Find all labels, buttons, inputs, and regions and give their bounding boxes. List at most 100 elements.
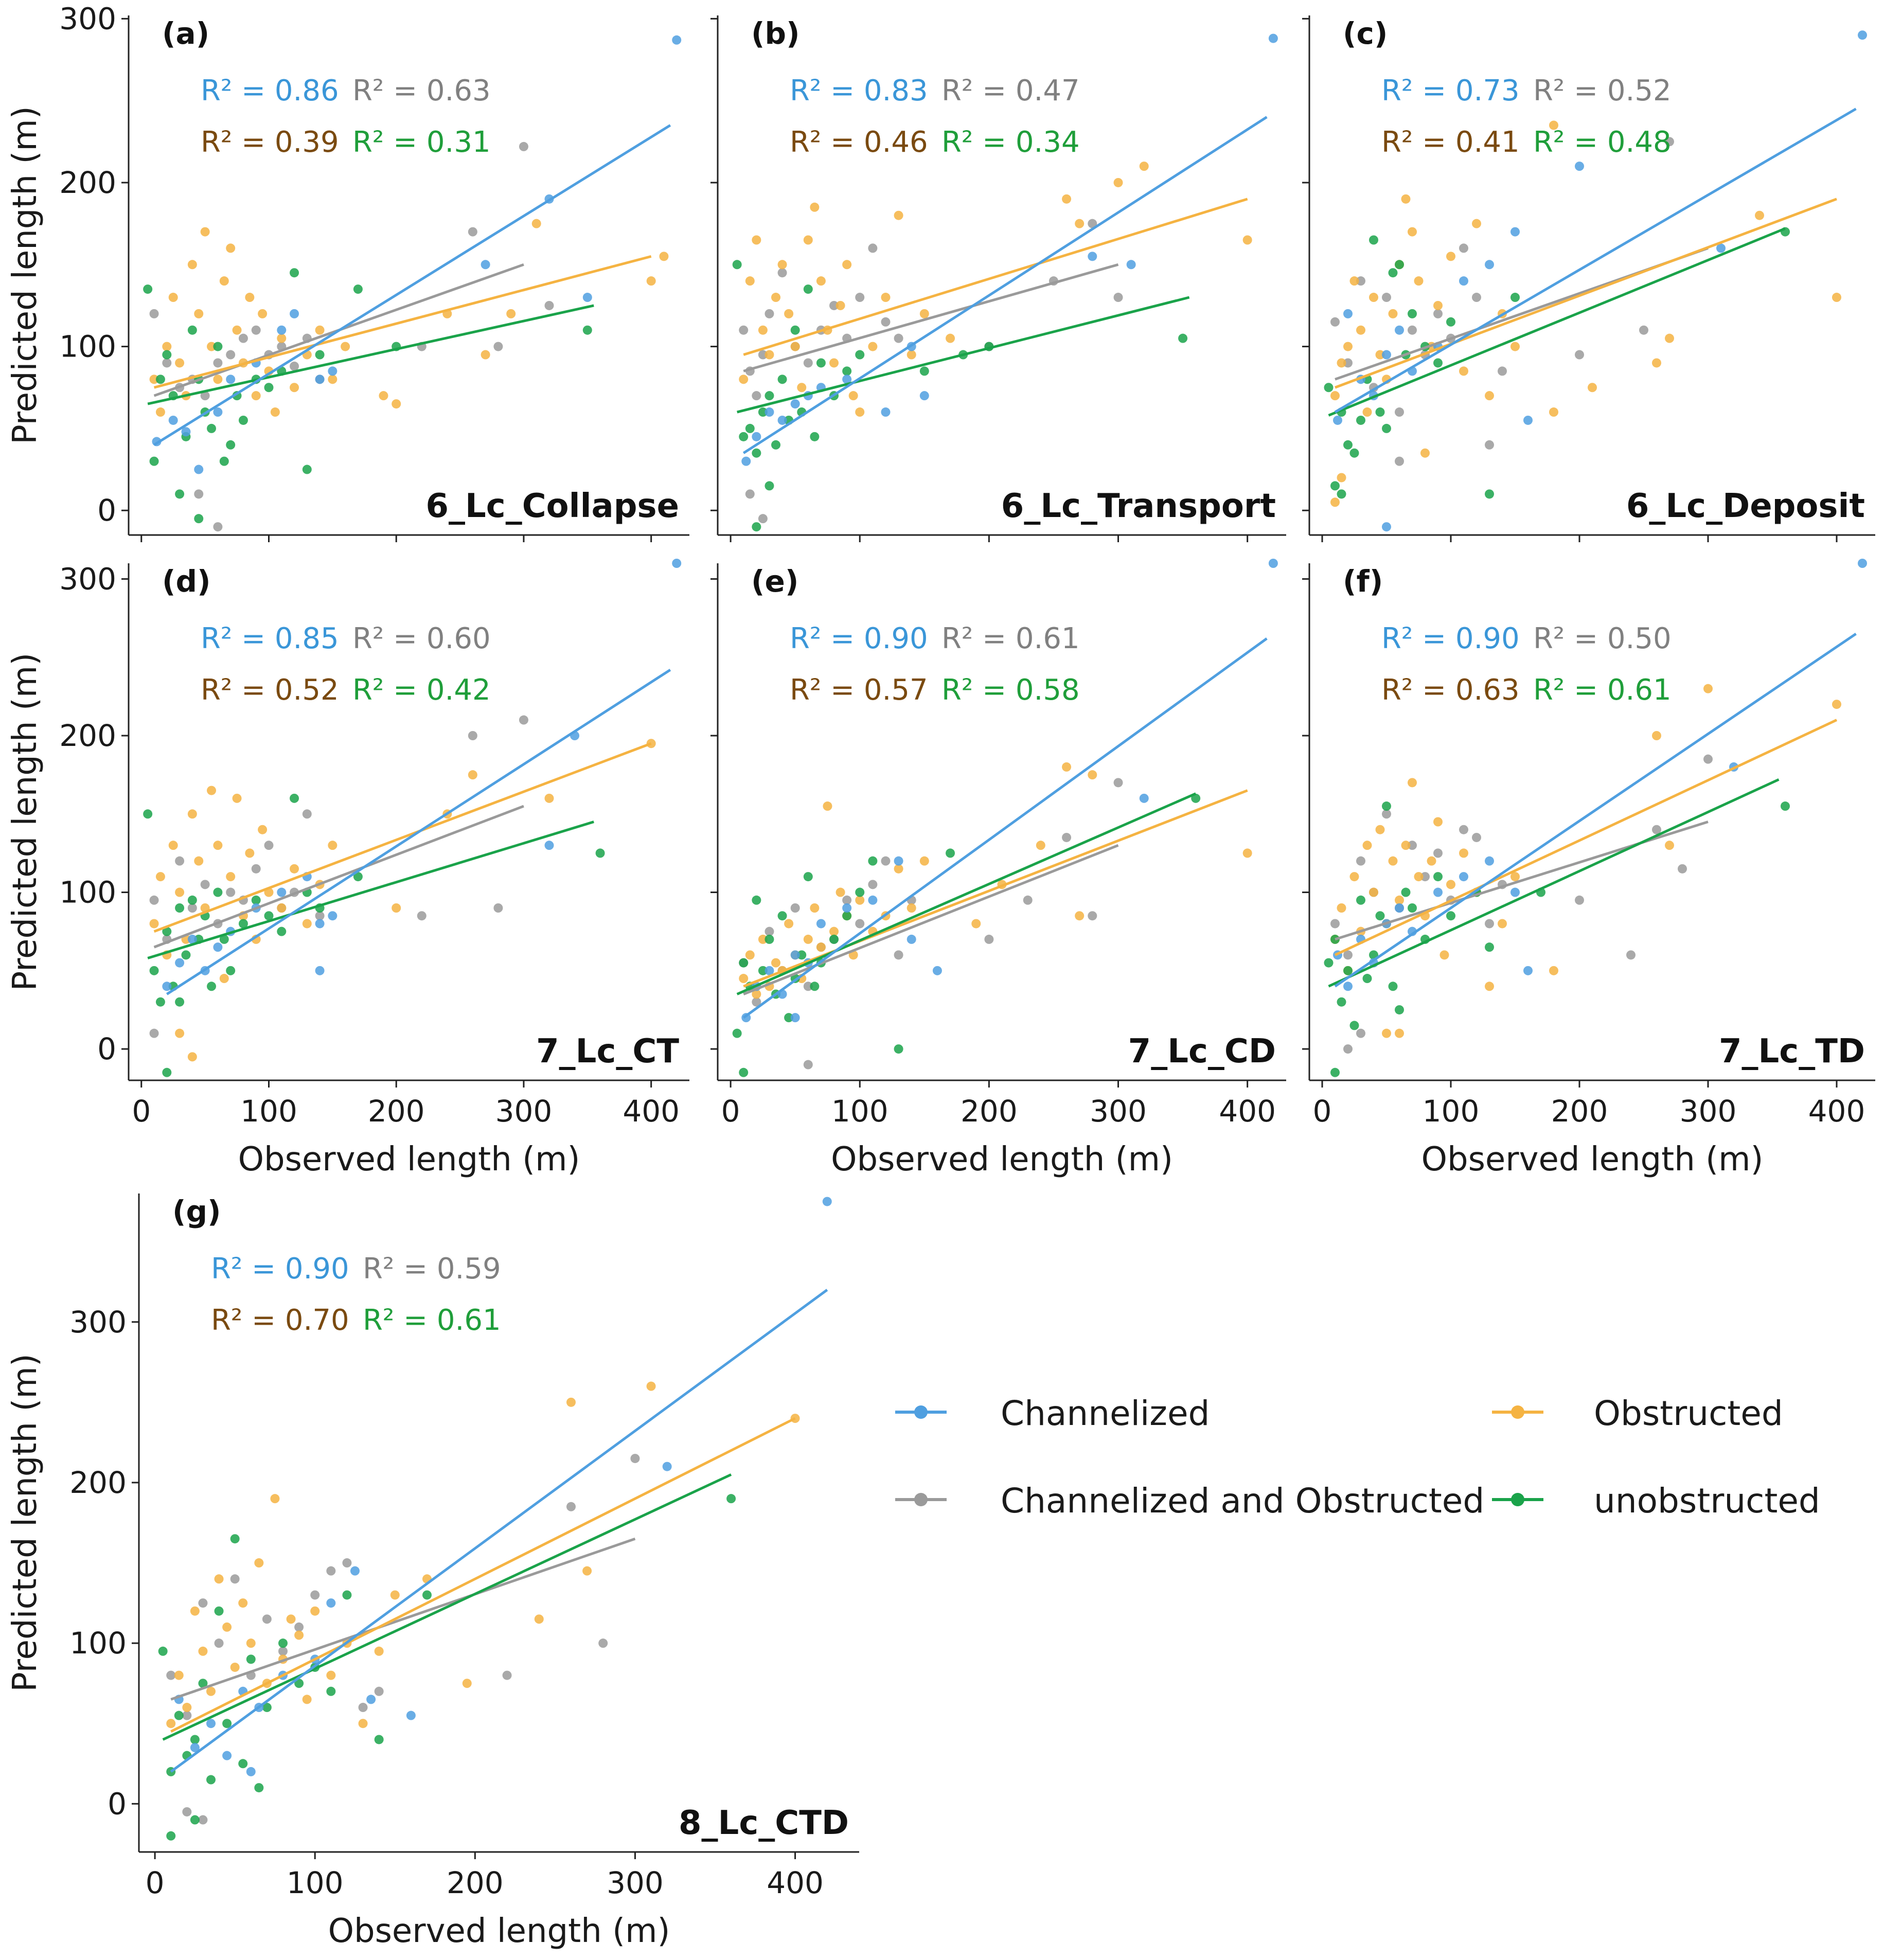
data-point-obstructed xyxy=(182,1703,192,1713)
data-point-unobstructed xyxy=(1369,235,1378,245)
data-point-obstructed xyxy=(1375,825,1385,834)
data-point-unobstructed xyxy=(739,1067,749,1077)
data-point-unobstructed xyxy=(1324,383,1334,393)
data-point-channelized-and-obstructed xyxy=(182,1807,192,1816)
data-point-unobstructed xyxy=(771,440,781,450)
data-point-obstructed xyxy=(784,919,794,929)
fit-line-channelized xyxy=(1334,108,1857,414)
data-point-obstructed xyxy=(881,293,891,302)
data-point-obstructed xyxy=(752,235,761,245)
data-point-channelized-and-obstructed xyxy=(162,358,172,368)
data-point-channelized-and-obstructed xyxy=(803,1060,813,1070)
data-point-obstructed xyxy=(294,1630,304,1640)
data-point-channelized xyxy=(1088,252,1097,261)
series-unobstructed xyxy=(732,260,1188,532)
data-point-channelized-and-obstructed xyxy=(1330,317,1340,327)
data-point-obstructed xyxy=(1665,841,1674,850)
y-tick-label: 200 xyxy=(69,1465,127,1500)
data-point-unobstructed xyxy=(158,1646,168,1656)
data-point-obstructed xyxy=(1665,333,1674,343)
data-point-obstructed xyxy=(1075,911,1085,921)
data-point-obstructed xyxy=(341,342,350,351)
data-point-channelized-and-obstructed xyxy=(1459,825,1468,834)
data-point-unobstructed xyxy=(155,375,165,384)
data-point-obstructed xyxy=(907,350,916,360)
r2-label-channelized-obstructed: R² = 0.59 xyxy=(363,1252,501,1286)
data-point-unobstructed xyxy=(752,448,761,458)
data-point-channelized-and-obstructed xyxy=(1678,864,1687,874)
r2-label-unobstructed: R² = 0.31 xyxy=(352,126,491,159)
data-point-channelized xyxy=(162,982,172,991)
data-point-obstructed xyxy=(358,1719,368,1729)
data-point-obstructed xyxy=(1375,350,1385,360)
data-point-channelized xyxy=(290,309,299,318)
data-point-obstructed xyxy=(175,1028,185,1038)
fit-line-obstructed xyxy=(170,1417,796,1733)
x-tick-label: 100 xyxy=(831,1094,888,1129)
data-point-obstructed xyxy=(1510,872,1520,882)
data-point-obstructed xyxy=(219,276,229,286)
data-point-unobstructed xyxy=(1395,1005,1404,1014)
x-tick-label: 300 xyxy=(607,1865,664,1900)
data-point-unobstructed xyxy=(302,465,312,474)
data-point-obstructed xyxy=(187,1052,197,1062)
data-point-unobstructed xyxy=(187,325,197,335)
data-point-channelized xyxy=(1343,309,1353,318)
data-point-obstructed xyxy=(232,793,242,803)
data-point-obstructed xyxy=(1330,497,1340,507)
data-point-channelized xyxy=(1485,260,1494,270)
data-point-channelized xyxy=(1126,260,1136,270)
data-point-unobstructed xyxy=(230,1534,240,1544)
data-point-channelized-and-obstructed xyxy=(1420,872,1430,882)
data-point-unobstructed xyxy=(1388,982,1398,991)
data-point-unobstructed xyxy=(166,1831,176,1841)
data-point-channelized-and-obstructed xyxy=(290,361,299,371)
fit-line-channelized-and-obstructed xyxy=(743,263,1119,372)
data-point-obstructed xyxy=(1382,1028,1391,1038)
legend-marker-obstructed xyxy=(1511,1405,1524,1419)
data-point-unobstructed xyxy=(855,350,865,360)
data-point-channelized xyxy=(315,919,325,929)
data-point-unobstructed xyxy=(251,895,261,905)
data-point-channelized-and-obstructed xyxy=(1408,325,1417,335)
data-point-channelized xyxy=(1343,982,1353,991)
y-tick-label: 100 xyxy=(69,1626,127,1661)
data-point-channelized-and-obstructed xyxy=(182,1710,192,1720)
r2-label-obstructed: R² = 0.46 xyxy=(790,126,928,159)
data-point-channelized-and-obstructed xyxy=(294,1622,304,1632)
data-point-obstructed xyxy=(544,793,554,803)
data-point-obstructed xyxy=(1401,194,1411,204)
data-point-obstructed xyxy=(810,202,820,212)
data-point-channelized xyxy=(752,432,761,441)
r2-label-channelized: R² = 0.86 xyxy=(201,74,339,108)
data-point-channelized-and-obstructed xyxy=(1626,950,1636,960)
series-obstructed xyxy=(166,1381,800,1729)
data-point-obstructed xyxy=(222,1622,232,1632)
data-point-channelized xyxy=(1523,966,1533,975)
data-point-channelized-and-obstructed xyxy=(302,809,312,819)
data-point-obstructed xyxy=(506,309,516,318)
data-point-obstructed xyxy=(190,1606,200,1616)
data-point-channelized-and-obstructed xyxy=(1665,137,1674,147)
data-point-channelized-and-obstructed xyxy=(765,309,774,318)
panel-tag: (e) xyxy=(751,564,798,599)
data-point-obstructed xyxy=(971,919,981,929)
data-point-obstructed xyxy=(1485,391,1494,401)
data-point-obstructed xyxy=(245,848,255,858)
data-point-unobstructed xyxy=(213,342,223,351)
data-point-channelized-and-obstructed xyxy=(230,1574,240,1584)
fit-line-obstructed xyxy=(153,742,652,933)
data-point-unobstructed xyxy=(155,997,165,1007)
series-obstructed xyxy=(739,762,1252,999)
data-point-unobstructed xyxy=(1401,887,1411,897)
data-point-channelized xyxy=(315,966,325,975)
fit-line-obstructed xyxy=(1335,198,1837,389)
data-point-channelized-and-obstructed xyxy=(1459,243,1468,253)
x-axis-title: Observed length (m) xyxy=(831,1141,1173,1179)
data-point-obstructed xyxy=(1337,358,1346,368)
data-point-channelized-and-obstructed xyxy=(842,895,852,905)
data-point-channelized xyxy=(1858,559,1867,568)
data-point-obstructed xyxy=(646,276,656,286)
data-point-unobstructed xyxy=(1433,358,1443,368)
series-channelized xyxy=(1333,559,1867,991)
